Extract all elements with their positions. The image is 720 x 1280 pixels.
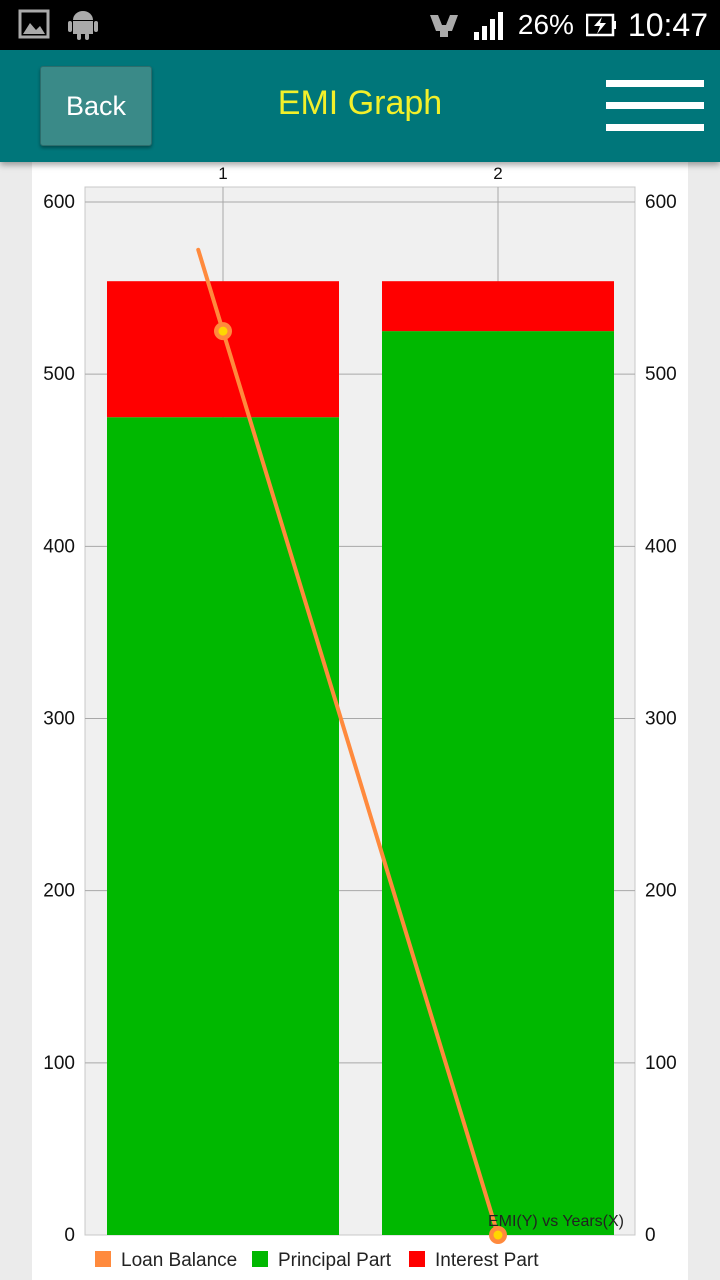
chart-title: EMI(Y) vs Years(X)	[488, 1213, 624, 1230]
loan-balance-point-center	[218, 326, 228, 336]
loan-balance-point-center	[493, 1230, 503, 1240]
y-tick-label-right: 100	[645, 1053, 677, 1074]
x-tick-label: 1	[218, 164, 227, 183]
gallery-icon	[18, 9, 50, 39]
x-tick-label: 2	[493, 164, 502, 183]
battery-percent: 26%	[517, 9, 574, 40]
legend-swatch	[409, 1251, 425, 1267]
y-tick-label-right: 300	[645, 709, 677, 730]
hands-icon	[429, 15, 458, 37]
legend-swatch	[95, 1251, 111, 1267]
y-tick-label-right: 500	[645, 364, 677, 385]
y-tick-label-left: 400	[43, 536, 75, 557]
y-tick-label-right: 0	[645, 1225, 656, 1246]
battery-charging-icon	[585, 13, 616, 37]
hamburger-menu-icon[interactable]	[606, 80, 706, 132]
y-tick-label-left: 500	[43, 364, 75, 385]
y-tick-label-right: 600	[645, 192, 677, 213]
chart-card: 0 0 100 100 200 200 300 300 400 400 500 500 600 600 1 2…	[32, 162, 688, 1280]
legend-label: Loan Balance	[121, 1250, 237, 1271]
bar-interest-part	[107, 281, 339, 418]
page-title: EMI Graph	[277, 84, 443, 122]
app-bar: Back EMI Graph	[0, 50, 720, 162]
y-tick-label-left: 100	[43, 1053, 75, 1074]
loan-balance-line	[196, 247, 500, 1237]
y-tick-label-right: 400	[645, 536, 677, 557]
y-tick-label-right: 200	[645, 881, 677, 902]
y-tick-label-left: 600	[43, 192, 75, 213]
back-button[interactable]: Back	[40, 66, 152, 146]
status-bar: 26% 10:47	[0, 0, 720, 50]
emi-chart: 0 0 100 100 200 200 300 300 400 400 500 500 600 600 1 2…	[43, 164, 677, 1271]
clock: 10:47	[627, 6, 708, 43]
signal-icon	[473, 12, 503, 40]
legend-swatch	[252, 1251, 268, 1267]
android-icon	[68, 11, 98, 40]
bar-principal-part	[382, 331, 614, 1235]
bar-interest-part	[382, 281, 614, 332]
bar-principal-part	[107, 417, 339, 1235]
legend-label: Interest Part	[435, 1250, 539, 1271]
y-tick-label-left: 0	[64, 1225, 75, 1246]
y-tick-label-left: 300	[43, 709, 75, 730]
y-tick-label-left: 200	[43, 881, 75, 902]
legend-label: Principal Part	[278, 1250, 392, 1271]
